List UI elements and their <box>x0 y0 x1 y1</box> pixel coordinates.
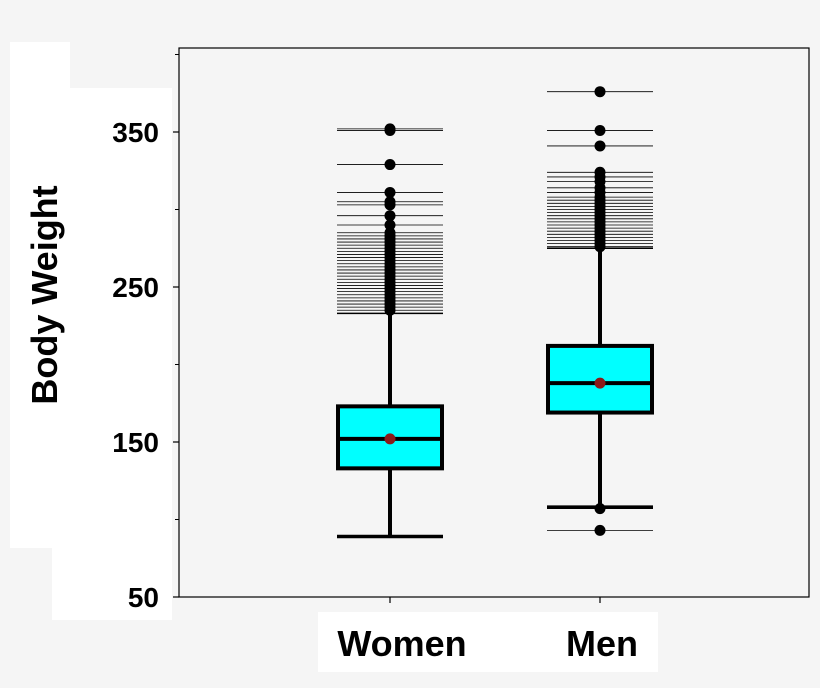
mean-marker <box>594 377 606 389</box>
y-tick-label: 150 <box>112 427 159 458</box>
outlier-point <box>384 196 396 208</box>
outlier-point <box>594 140 606 152</box>
series-layer <box>336 86 654 539</box>
plot-area <box>178 47 810 598</box>
mean-marker <box>384 433 396 445</box>
outlier-point <box>384 159 396 171</box>
box-men <box>546 86 654 536</box>
x-category-label: Men <box>566 623 638 664</box>
box-women <box>336 123 444 539</box>
y-tick-label: 250 <box>112 272 159 303</box>
outlier-point <box>384 210 396 222</box>
outlier-point <box>384 227 396 239</box>
y-axis: 50 150 250 350 <box>112 54 179 613</box>
outlier-point <box>594 124 606 136</box>
x-category-label: Women <box>337 623 466 664</box>
outlier-point <box>594 86 606 98</box>
y-ticks-backdrop <box>52 88 172 620</box>
outlier-point <box>384 186 396 198</box>
outlier-point <box>594 166 606 178</box>
outlier-point <box>594 524 606 536</box>
y-axis-title: Body Weight <box>24 185 65 404</box>
x-labels-backdrop <box>318 612 658 672</box>
y-tick-label: 350 <box>112 117 159 148</box>
outlier-point <box>384 123 396 135</box>
outlier-point <box>384 219 396 231</box>
y-tick-label: 50 <box>128 582 159 613</box>
x-axis: Women Men <box>337 597 638 664</box>
